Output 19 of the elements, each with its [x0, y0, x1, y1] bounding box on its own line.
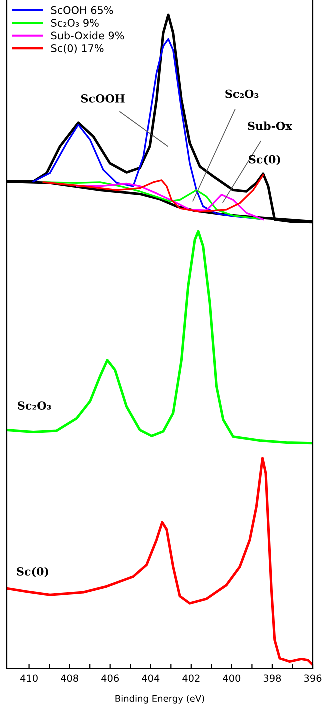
annotation: Sc(0) [249, 155, 280, 166]
legend-label: Sc(0) 17% [51, 44, 104, 54]
annotation: Sub-Ox [248, 122, 292, 130]
x-tick-label: 402 [182, 674, 200, 682]
annotation: Sc₂O₃ [18, 402, 52, 410]
legend-label: Sub-Oxide 9% [51, 32, 124, 40]
x-tick-label: 404 [142, 674, 160, 682]
x-tick-label: 410 [20, 674, 38, 682]
annotation: ScOOH [81, 94, 125, 103]
x-tick-label: 398 [264, 674, 282, 682]
x-tick-label: 400 [223, 674, 241, 682]
annotation: Sc(0) [17, 567, 48, 578]
annotation: Sc₂O₃ [226, 90, 259, 98]
legend-label: ScOOH 65% [51, 6, 114, 14]
x-tick-label: 408 [61, 674, 78, 682]
x-tick-label: 406 [102, 674, 120, 682]
legend-label: Sc₂O₃ 9% [51, 19, 99, 27]
x-axis-title: Binding Energy (eV) [116, 695, 204, 704]
x-tick-label: 396 [304, 674, 322, 682]
